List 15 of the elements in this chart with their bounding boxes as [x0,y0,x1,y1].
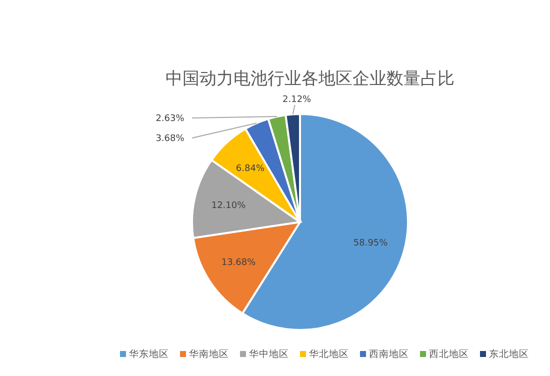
legend-label: 西北地区 [429,348,469,360]
legend-label: 华南地区 [189,348,229,360]
legend-label: 华中地区 [249,348,289,360]
legend-label: 华北地区 [309,348,349,360]
chart-title: 中国动力电池行业各地区企业数量占比 [166,69,454,89]
data-label: 13.68% [221,258,256,268]
data-label: 3.68% [156,134,185,144]
legend-label: 西南地区 [369,348,409,360]
legend-label: 华东地区 [129,348,169,360]
data-label: 2.12% [282,95,312,105]
legend-label: 东北地区 [489,348,529,360]
data-label: 2.63% [156,114,185,124]
data-label: 6.84% [236,164,265,174]
data-label: 12.10% [211,201,246,212]
data-label: 58.95% [353,238,388,248]
